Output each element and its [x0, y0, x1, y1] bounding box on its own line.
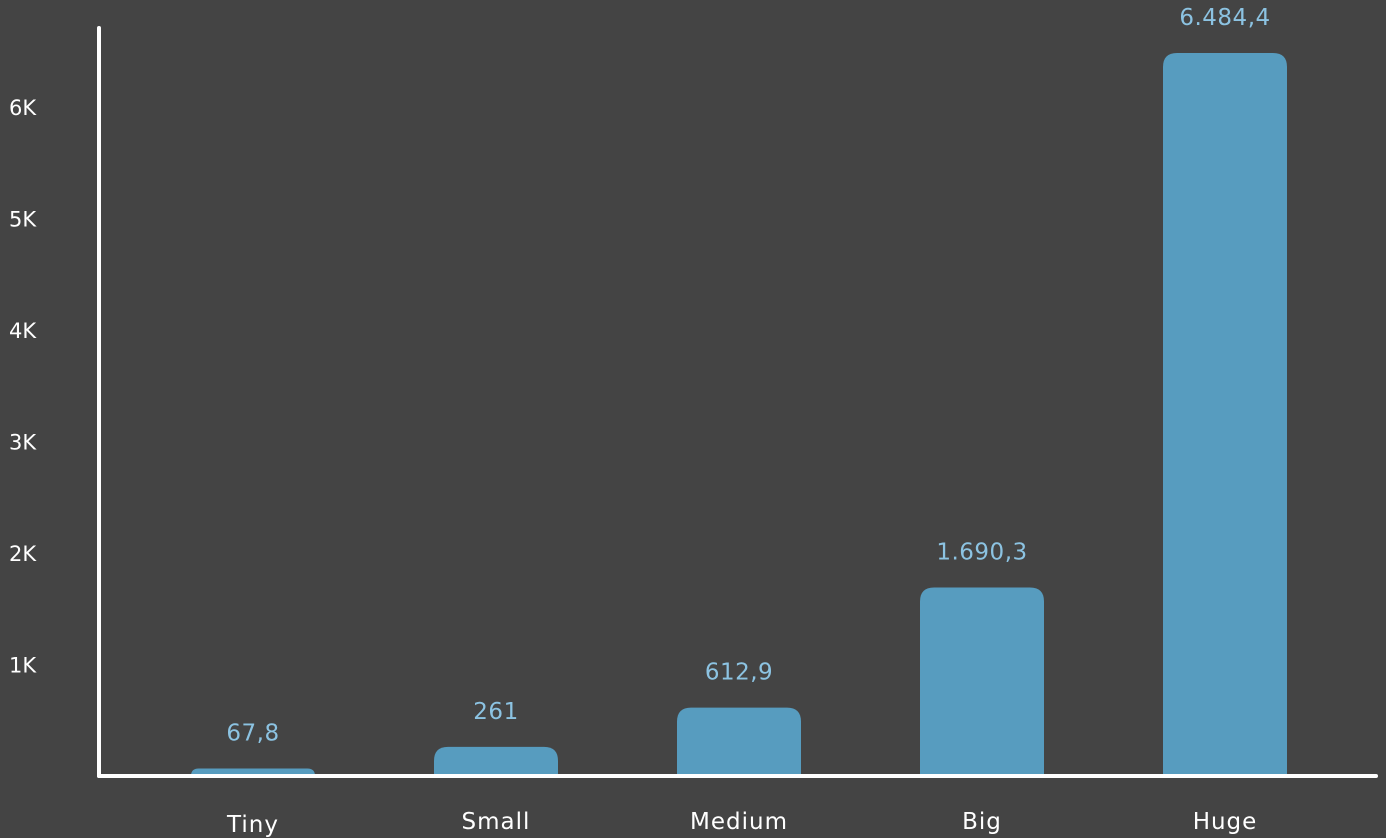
y-tick-label: 6K — [9, 96, 37, 120]
data-label: 6.484,4 — [1179, 5, 1270, 31]
y-tick-label: 3K — [9, 431, 37, 455]
x-tick-label: Small — [462, 809, 531, 835]
x-tick-label: Medium — [690, 809, 788, 835]
data-labels: 67,8 261 612,9 1.690,3 6.484,4 — [226, 5, 1270, 746]
data-label: 67,8 — [226, 720, 279, 746]
y-tick-label: 5K — [9, 208, 37, 232]
y-tick-label: 4K — [9, 319, 37, 343]
x-tick-label: Huge — [1193, 809, 1258, 835]
data-label: 612,9 — [705, 660, 773, 686]
data-label: 1.690,3 — [936, 540, 1027, 566]
y-tick-label: 2K — [9, 542, 37, 566]
bars — [191, 52, 1287, 777]
bar-huge — [1163, 52, 1287, 777]
x-tick-label: Big — [962, 809, 1002, 835]
bar-medium — [677, 707, 801, 776]
y-axis-ticks: 1K 2K 3K 4K 5K 6K — [9, 96, 37, 678]
bar-small — [434, 746, 558, 776]
bar-big — [920, 587, 1044, 776]
category-labels: Tiny Small Medium Big Huge — [226, 809, 1258, 838]
data-label: 261 — [473, 699, 518, 725]
y-tick-label: 1K — [9, 654, 37, 678]
x-tick-label: Tiny — [226, 812, 279, 838]
